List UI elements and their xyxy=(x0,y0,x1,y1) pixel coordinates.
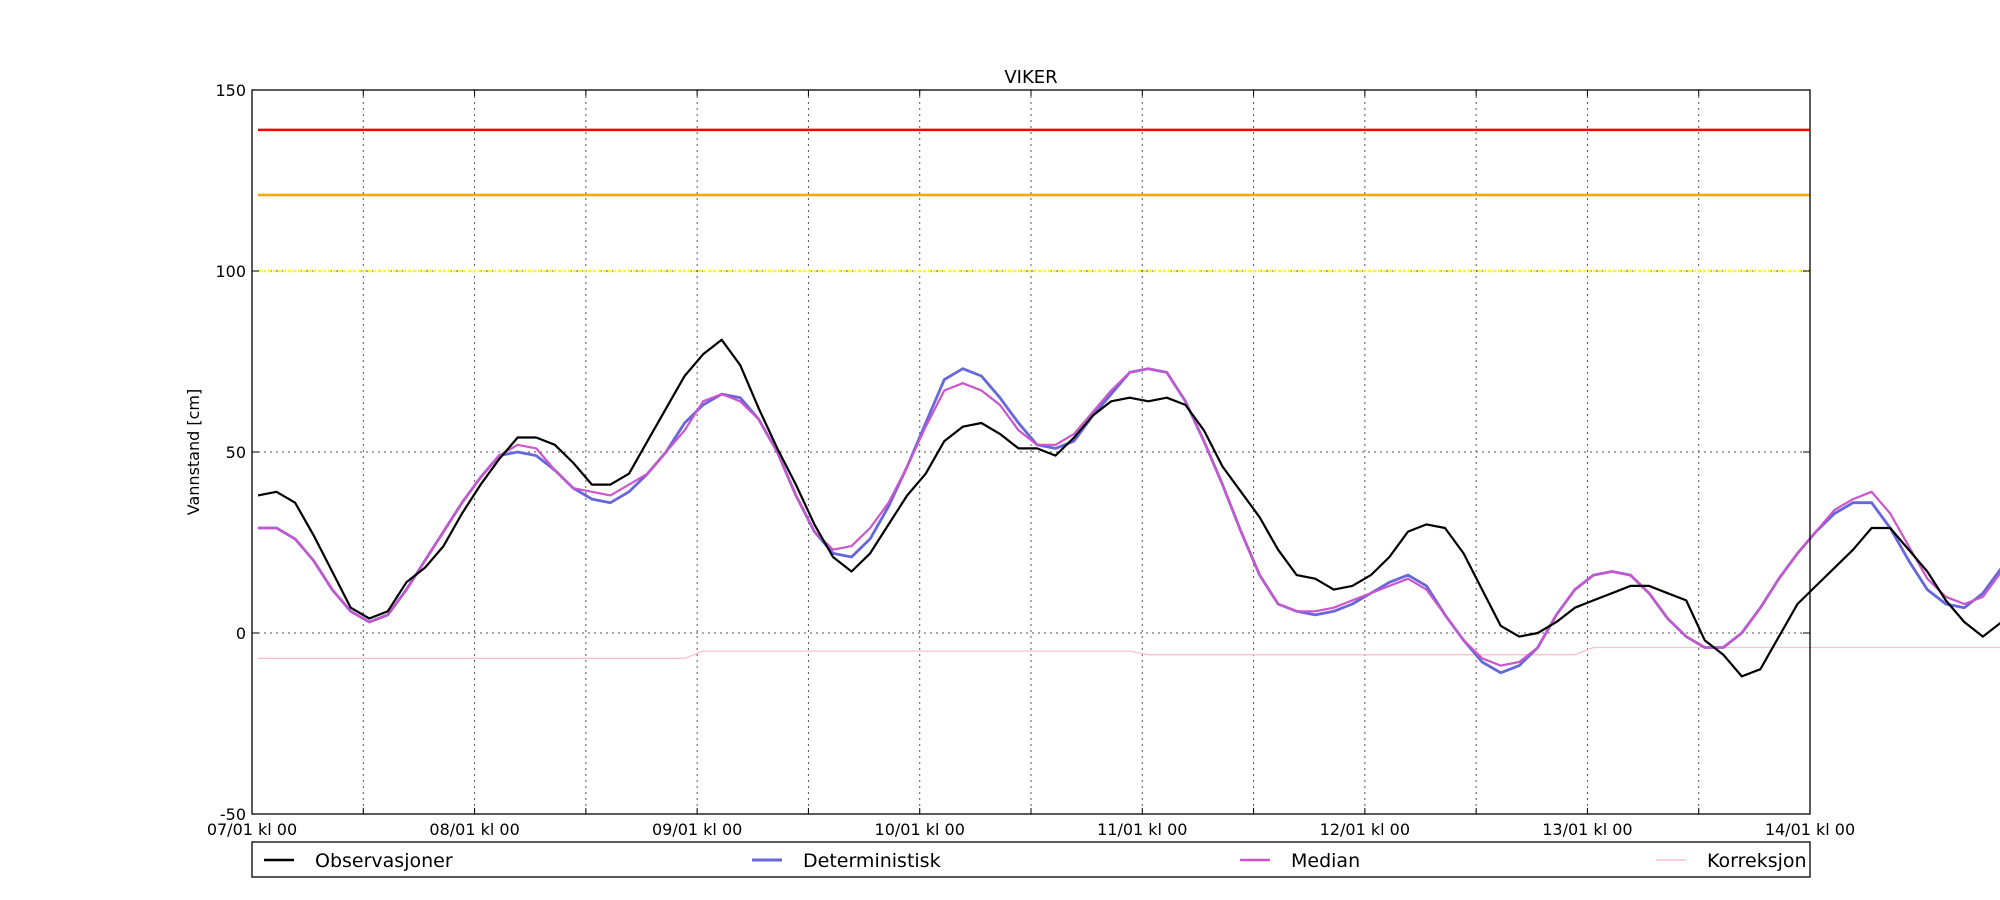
y-tick-label: -50 xyxy=(220,805,246,824)
y-tick-label: 100 xyxy=(215,262,246,281)
legend-label: Median xyxy=(1291,850,1360,872)
legend-frame xyxy=(251,841,1811,878)
threshold-lines xyxy=(258,128,1810,273)
y-axis-label: Vannstand [cm] xyxy=(184,389,203,515)
y-tick-label: 150 xyxy=(215,81,246,100)
legend: Observasjoner Deterministisk Median Korreks… xyxy=(251,841,1811,878)
axis-ticks: -50 0 50 100 150 07/01 kl 00 08/01 kl 00 09/01 … xyxy=(207,81,1855,839)
x-tick-label: 13/01 kl 00 xyxy=(1542,820,1632,839)
chart-title: VIKER xyxy=(1004,67,1057,88)
y-tick-label: 50 xyxy=(226,443,246,462)
x-tick-label: 09/01 kl 00 xyxy=(652,820,742,839)
y-tick-label: 0 xyxy=(236,624,246,643)
legend-label: Observasjoner xyxy=(315,850,453,872)
x-tick-label: 14/01 kl 00 xyxy=(1765,820,1855,839)
x-tick-label: 11/01 kl 00 xyxy=(1097,820,1187,839)
x-tick-label: 08/01 kl 00 xyxy=(429,820,519,839)
series-lines xyxy=(257,338,2000,678)
series-line-deterministisk xyxy=(258,367,2000,675)
series-line-median xyxy=(258,367,2000,667)
series-line-korreksjon xyxy=(258,646,2000,659)
x-tick-label: 10/01 kl 00 xyxy=(875,820,965,839)
legend-label: Deterministisk xyxy=(803,850,941,872)
series-line-observasjoner xyxy=(257,338,2000,678)
grid-lines xyxy=(252,90,1810,814)
x-tick-label: 12/01 kl 00 xyxy=(1320,820,1410,839)
x-tick-label: 07/01 kl 00 xyxy=(207,820,297,839)
legend-label: Korreksjon xyxy=(1707,850,1807,872)
